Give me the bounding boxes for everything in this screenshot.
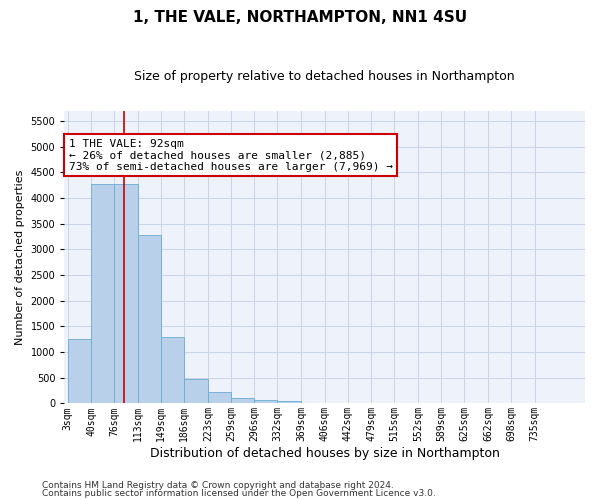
Bar [91,184,114,404]
Bar [114,184,138,404]
Text: Contains public sector information licensed under the Open Government Licence v3: Contains public sector information licen… [42,489,436,498]
Bar [254,400,277,404]
Bar [68,339,91,404]
Bar [231,398,254,404]
Text: Contains HM Land Registry data © Crown copyright and database right 2024.: Contains HM Land Registry data © Crown c… [42,480,394,490]
Y-axis label: Number of detached properties: Number of detached properties [15,170,25,344]
Text: 1, THE VALE, NORTHAMPTON, NN1 4SU: 1, THE VALE, NORTHAMPTON, NN1 4SU [133,10,467,25]
Bar [161,337,184,404]
X-axis label: Distribution of detached houses by size in Northampton: Distribution of detached houses by size … [150,447,500,460]
Bar [138,236,161,404]
Title: Size of property relative to detached houses in Northampton: Size of property relative to detached ho… [134,70,515,83]
Bar [184,379,208,404]
Bar [208,392,231,404]
Text: 1 THE VALE: 92sqm
← 26% of detached houses are smaller (2,885)
73% of semi-detac: 1 THE VALE: 92sqm ← 26% of detached hous… [69,139,393,172]
Bar [277,401,301,404]
